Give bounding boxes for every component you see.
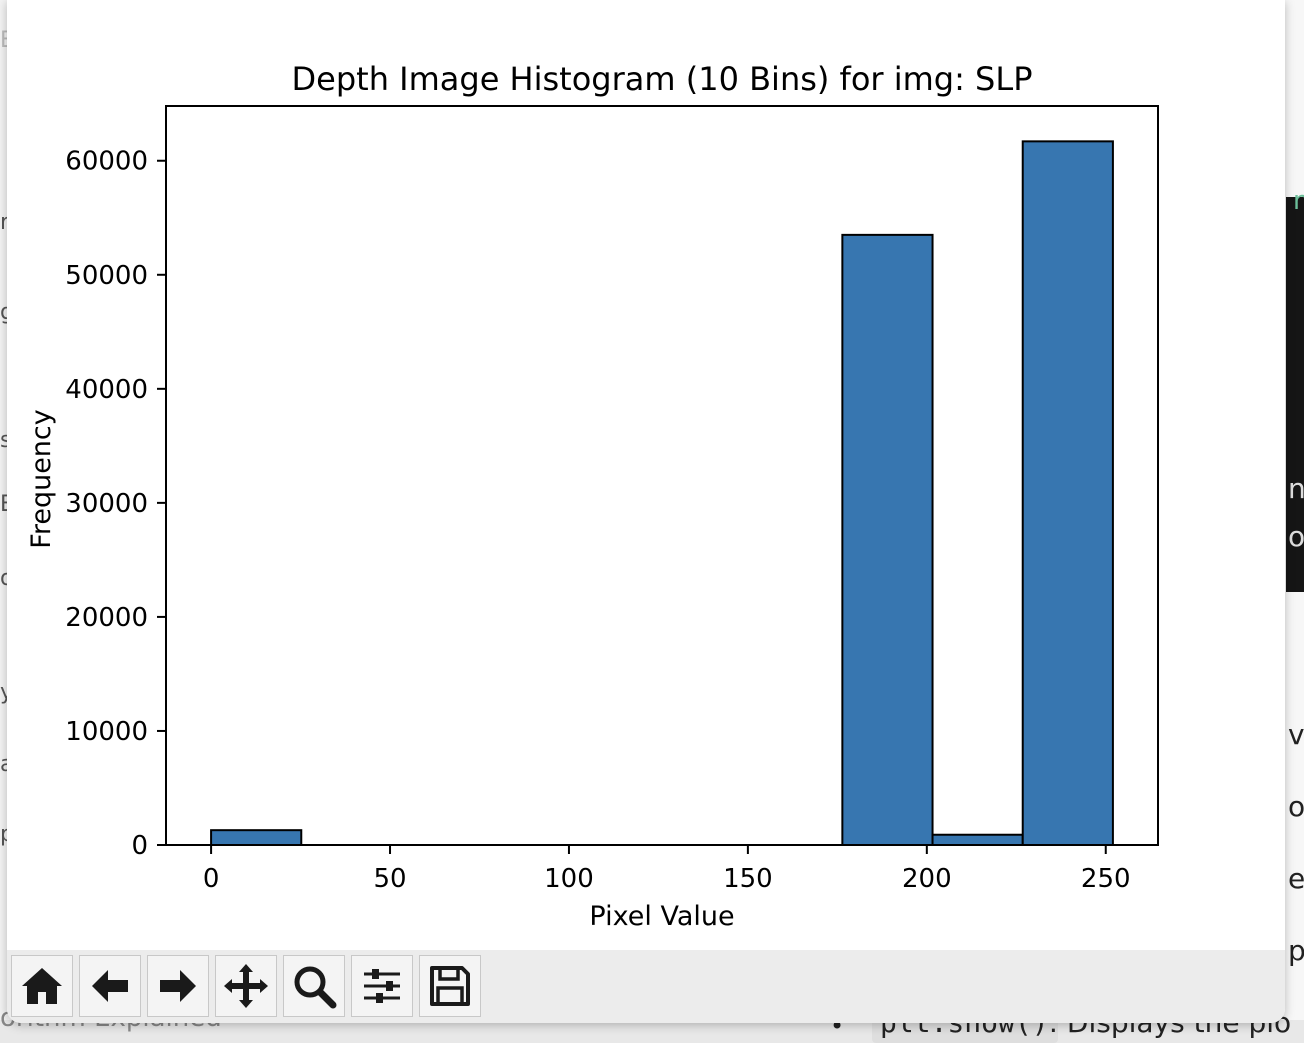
home-icon [22,968,62,1004]
x-tick-label: 50 [373,864,406,894]
x-tick-label: 150 [723,864,773,894]
configure-subplots-button[interactable] [351,955,413,1017]
background-snippet: ot [1288,520,1304,553]
back-button[interactable] [79,955,141,1017]
background-snippet: og [1288,790,1304,823]
arrow-right-icon [160,970,196,1002]
chart-title: Depth Image Histogram (10 Bins) for img:… [292,60,1033,98]
axes-frame [165,105,1159,846]
floppy-disk-icon [430,966,470,1006]
y-tick-label: 50000 [65,261,148,291]
navigation-toolbar [7,950,1285,1023]
y-tick-label: 30000 [65,489,148,519]
background-code-block [1286,197,1304,592]
x-axis-label: Pixel Value [589,901,734,932]
histogram-bar [210,829,303,846]
figure-window: Depth Image Histogram (10 Bins) for img:… [7,0,1285,1023]
save-button[interactable] [419,955,481,1017]
histogram-bar [1021,140,1114,846]
histogram-bar [931,833,1024,846]
background-snippet: s [0,428,12,453]
move-icon [224,964,268,1008]
y-axis-label: Frequency [26,409,57,549]
background-snippet: et [1288,862,1304,895]
x-tick-label: 200 [902,864,952,894]
background-snippet: n [1293,186,1304,216]
y-tick-label: 40000 [65,375,148,405]
x-tick-label: 250 [1081,864,1131,894]
y-tick-label: 10000 [65,717,148,747]
background-snippet: nc [1288,472,1304,505]
histogram-plot: Depth Image Histogram (10 Bins) for img:… [7,0,1285,950]
zoom-button[interactable] [283,955,345,1017]
background-snippet: pl [1288,934,1304,967]
x-tick-label: 0 [203,864,220,894]
background-snippet: ve [1288,718,1304,751]
background-left-strip [0,0,8,1043]
histogram-bar [841,233,934,846]
y-tick-label: 60000 [65,147,148,177]
forward-button[interactable] [147,955,209,1017]
y-tick-label: 0 [131,831,148,861]
x-tick-label: 100 [544,864,594,894]
home-button[interactable] [11,955,73,1017]
background-snippet: r [0,210,10,235]
arrow-left-icon [92,970,128,1002]
y-tick-label: 20000 [65,603,148,633]
sliders-icon [364,969,400,1003]
magnifier-icon [294,966,337,1009]
pan-button[interactable] [215,955,277,1017]
